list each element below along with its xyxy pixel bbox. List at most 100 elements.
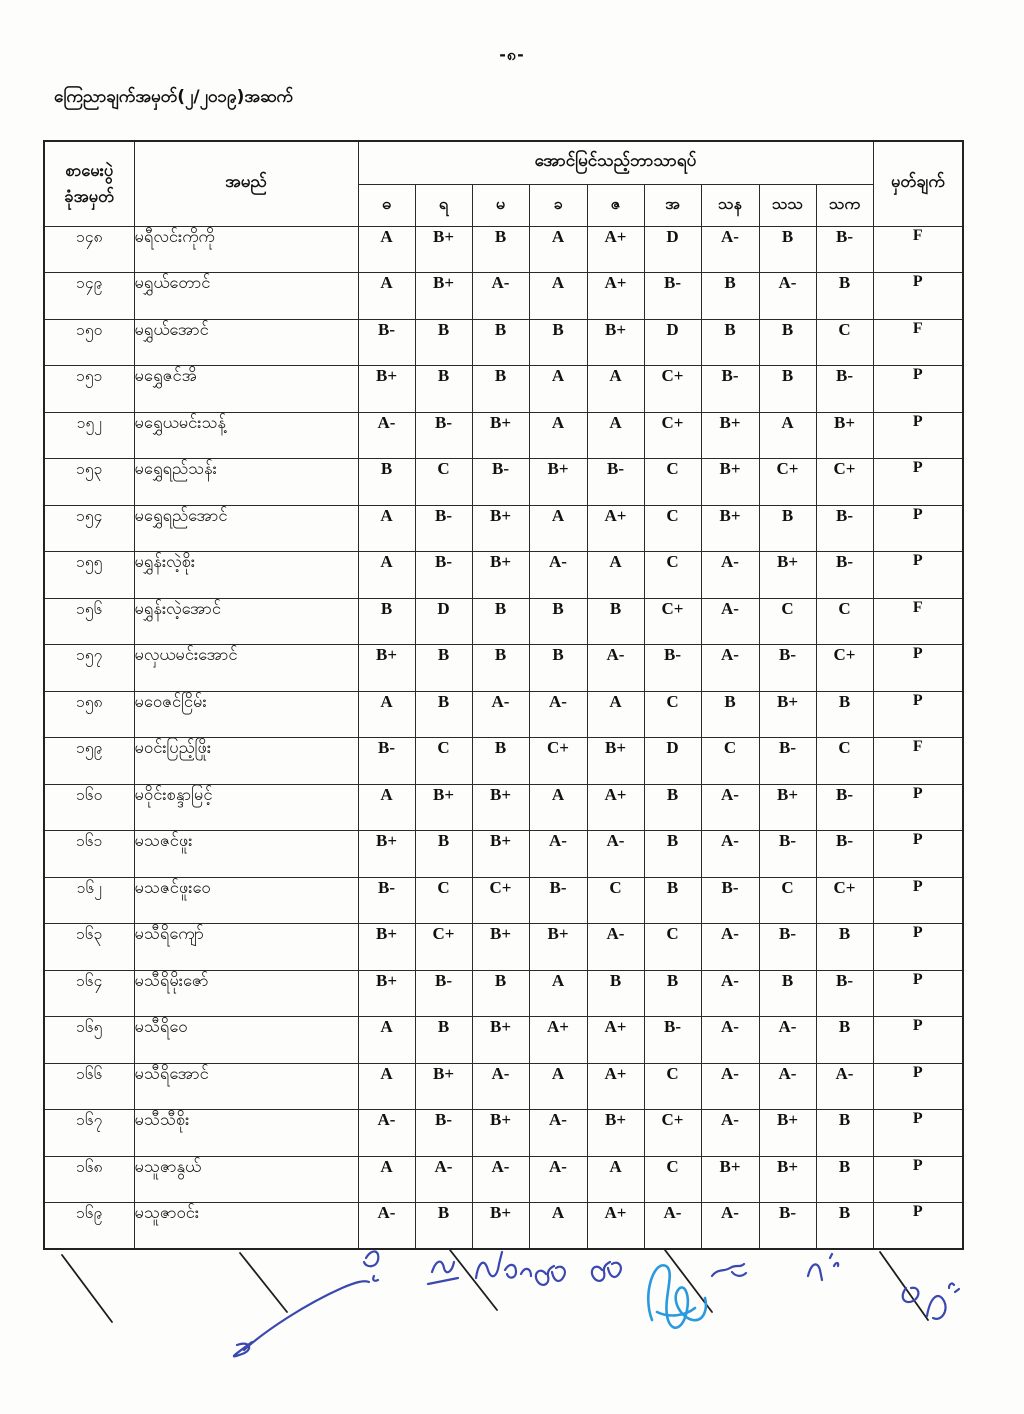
roll-number-cell: ၁၆၈ [43,1155,135,1203]
grade-cell: A- [815,1062,874,1110]
roll-number-cell: ၁၅၄ [43,504,135,552]
grade-cell: A [528,504,588,552]
subject-header: သက [815,183,874,227]
grade-cell: B [471,969,530,1017]
grade-cell: B [528,597,588,645]
student-name-cell: မလှယမင်းအောင် [133,644,359,692]
roll-number-cell: ၁၆၀ [43,783,135,831]
table-row: ၁၆၂ မသဇင်ဖူးဝေ B- C C+ B- C B B- C C+ P [43,876,964,924]
grade-cell: A- [357,1202,416,1250]
grade-cell: A+ [586,1202,645,1250]
grade-cell: A [586,365,645,413]
grade-cell: B+ [758,690,817,738]
grade-cell: C [758,597,817,645]
roll-number-cell: ၁၅၁ [43,365,135,413]
grade-cell: C [758,876,817,924]
grade-cell: C+ [815,876,874,924]
grade-cell: B [528,318,588,366]
roll-number-cell: ၁၆၆ [43,1062,135,1110]
roll-number-cell: ၁၅၃ [43,458,135,506]
grade-cell: D [414,597,473,645]
grade-cell: B [643,969,702,1017]
grade-cell: B+ [758,1109,817,1157]
grade-cell: C [643,923,702,971]
grade-cell: C+ [643,1109,702,1157]
table-row: ၁၄၈ မရီလင်းကိုကို A B+ B A A+ D A- B B- F [43,225,964,273]
grade-cell: A [528,969,588,1017]
grade-cell: B+ [471,923,530,971]
signature-scribble [710,1262,748,1278]
remark-cell: P [872,551,964,599]
grade-cell: B+ [414,1062,473,1110]
grade-cell: A- [528,1109,588,1157]
grade-cell: B [414,1202,473,1250]
remark-cell: F [872,225,964,273]
roll-number-cell: ၁၆၄ [43,969,135,1017]
grade-cell: B- [414,1109,473,1157]
grade-cell: B+ [586,737,645,785]
roll-number-column-header: စာမေးပွဲ ခုံအမှတ် [43,140,135,227]
grade-cell: C [700,737,760,785]
grade-cell: A [758,411,817,459]
remark-cell: P [872,1155,964,1203]
table-row: ၁၅၅ မရွှန်းလဲ့စိုး A B- B+ A- A C A- B+ B- P [43,551,964,599]
grade-cell: B [758,365,817,413]
signature-scribble [590,1260,622,1282]
grade-cell: B- [643,644,702,692]
grade-cell: B [643,876,702,924]
subject-header: မ [471,183,530,227]
grade-cell: B- [357,318,416,366]
roll-number-cell: ၁၄၈ [43,225,135,273]
table-row: ၁၆၁ မသဇင်ဖူး B+ B B+ A- A- B A- B- B- P [43,830,964,878]
grade-cell: A- [700,969,760,1017]
grade-cell: C+ [643,365,702,413]
table-row: ၁၆၉ မသူဇာဝင်း A- B B+ A A+ A- A- B- B P [43,1202,964,1250]
grade-cell: B- [815,830,874,878]
student-name-cell: မရွှေယမင်းသန့် [133,411,359,459]
announcement-line: ကြေညာချက်အမှတ်(၂/၂၀၁၉)အဆက် [54,87,294,107]
grade-cell: A- [758,272,817,320]
table-row: ၁၅၇ မလှယမင်းအောင် B+ B B B A- B- A- B- C+ P [43,644,964,692]
student-name-cell: မရွှယ်အောင် [133,318,359,366]
grade-cell: B [471,365,530,413]
grade-cell: A [528,411,588,459]
grade-cell: C [414,458,473,506]
grade-cell: C [586,876,645,924]
table-row: ၁၅၉ မဝင်းပြည့်ဖြိုး B- C B C+ B+ D C B- C F [43,737,964,785]
subject-header: အ [643,183,702,227]
student-name-cell: မဝိုင်းစန္ဒာမြင့် [133,783,359,831]
grade-cell: A- [700,1202,760,1250]
grade-cell: B- [758,923,817,971]
grade-cell: A- [414,1155,473,1203]
grade-cell: B [586,969,645,1017]
grade-cell: C [643,690,702,738]
grade-cell: B+ [471,1016,530,1064]
grade-cell: B+ [357,830,416,878]
grade-cell: B [586,597,645,645]
grade-cell: B- [700,365,760,413]
grade-cell: A- [700,1062,760,1110]
grade-cell: D [643,737,702,785]
table-row: ၁၆၆ မသီရိအောင် A B+ A- A A+ C A- A- A- P [43,1062,964,1110]
student-name-cell: မသဇင်ဖူးဝေ [133,876,359,924]
grade-cell: B- [815,225,874,273]
grade-cell: B [758,225,817,273]
remark-cell: P [872,969,964,1017]
grade-cell: B+ [758,783,817,831]
signature-band [61,1249,961,1358]
student-name-cell: မသီရိကျော် [133,923,359,971]
grade-cell: B [643,830,702,878]
grade-cell: C [643,504,702,552]
remark-cell: P [872,783,964,831]
signature-scribble [806,1252,840,1282]
grade-cell: B [700,690,760,738]
grade-cell: C+ [414,923,473,971]
subject-header: ဓ [357,183,416,227]
grade-cell: B [700,318,760,366]
grade-cell: B- [414,411,473,459]
grade-cell: B [471,225,530,273]
grade-cell: A- [700,551,760,599]
grade-cell: B+ [815,411,874,459]
remark-cell: P [872,876,964,924]
check-slash [61,1254,113,1323]
